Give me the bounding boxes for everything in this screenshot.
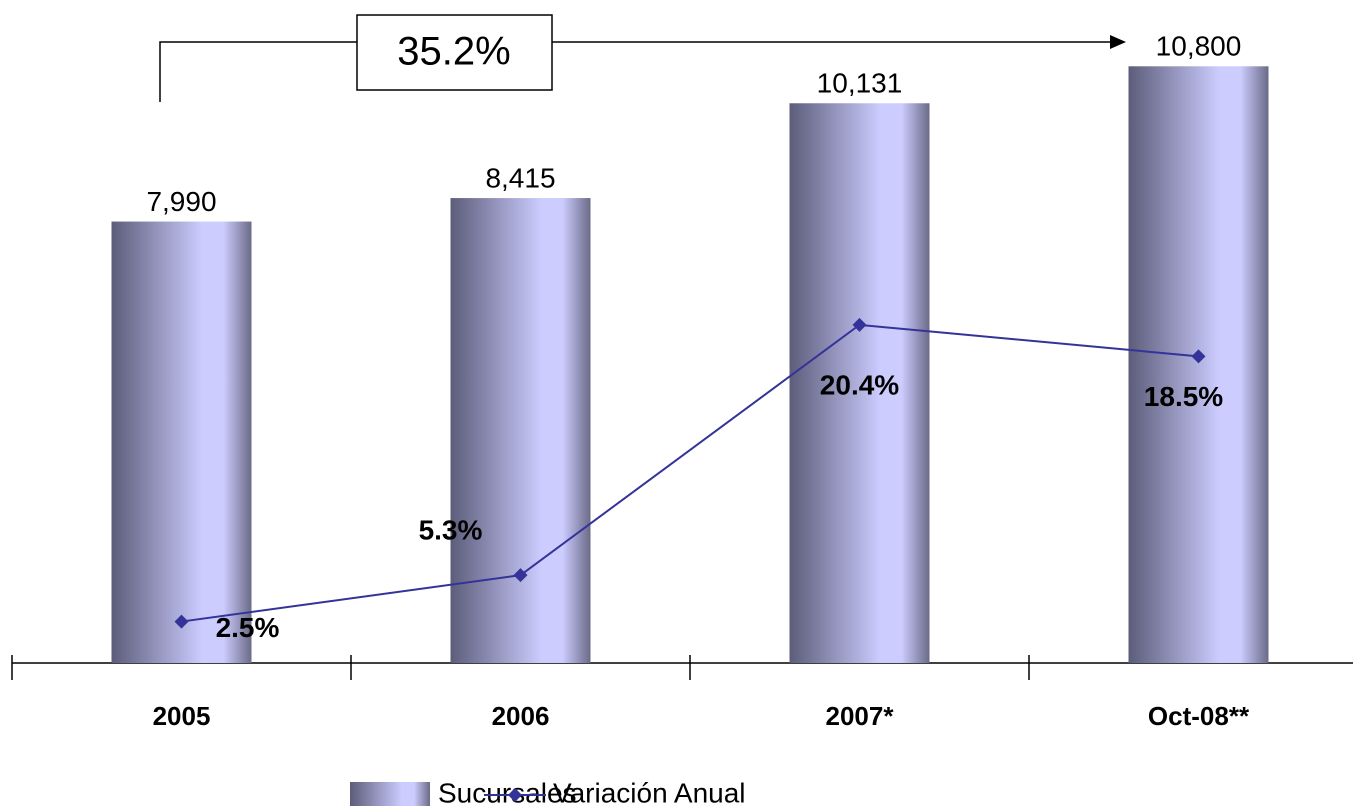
bar (1128, 66, 1269, 664)
legend-label: Variación Anual (553, 777, 746, 808)
bar-value-label: 10,800 (1156, 31, 1242, 62)
bar (789, 103, 930, 663)
line-marker (852, 317, 867, 332)
bar-value-label: 8,415 (485, 162, 555, 193)
x-tick-label: Oct-08** (1148, 701, 1250, 731)
x-tick-label: 2006 (492, 701, 550, 731)
line-value-label: 18.5% (1144, 381, 1223, 412)
bar (450, 198, 591, 664)
bar-value-label: 7,990 (146, 186, 216, 217)
line (181, 323, 1199, 623)
line-marker (174, 614, 189, 629)
line-value-label: 20.4% (820, 369, 899, 400)
x-tick-label: 2005 (153, 701, 211, 731)
legend-marker (508, 788, 522, 802)
growth-bracket (159, 41, 1112, 102)
bar-value-label: 10,131 (817, 68, 903, 99)
line-marker (513, 568, 528, 583)
growth-arrowhead (1110, 35, 1126, 49)
annotation: 35.2% (397, 30, 510, 74)
line-marker (1191, 349, 1206, 364)
line-value-label: 5.3% (419, 515, 483, 546)
legend-label: Sucursales (438, 777, 577, 808)
annotation-box (356, 14, 553, 91)
line-value-label: 2.5% (216, 612, 280, 643)
x-tick-label: 2007* (826, 701, 895, 731)
legend-swatch (350, 782, 430, 806)
bar (111, 221, 252, 664)
